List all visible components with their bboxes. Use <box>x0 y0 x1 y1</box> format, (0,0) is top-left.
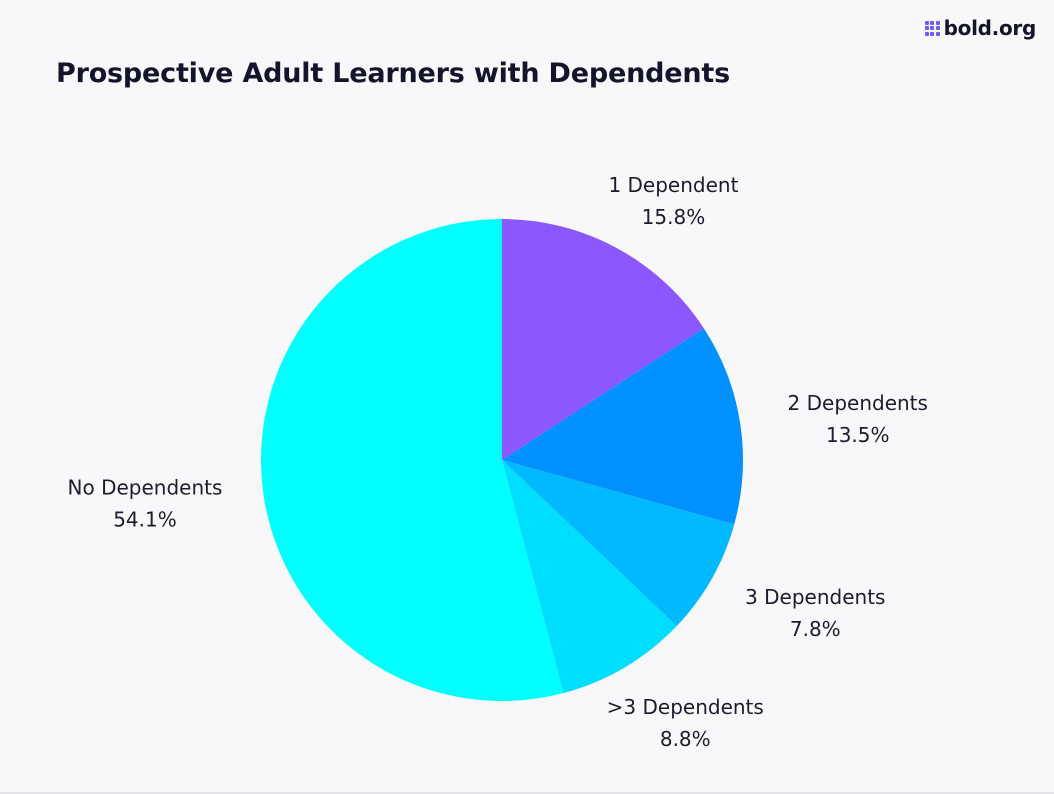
pie-slice-value-1: 13.5% <box>826 423 890 447</box>
pie-slice-4 <box>260 219 564 701</box>
bottom-divider <box>0 792 1054 794</box>
pie-slice-value-4: 54.1% <box>113 508 177 532</box>
pie-slice-value-2: 7.8% <box>790 617 841 641</box>
chart-title: Prospective Adult Learners with Dependen… <box>56 58 730 89</box>
brand-logo[interactable]: bold.org <box>924 16 1037 40</box>
pie-slice-1 <box>502 328 743 525</box>
pie-slice-label-3: >3 Dependents <box>607 695 764 719</box>
pie-slice-value-3: 8.8% <box>660 727 711 751</box>
pie-slice-0 <box>502 219 704 460</box>
pie-slice-label-0: 1 Dependent <box>608 173 738 197</box>
pie-slice-3 <box>502 460 677 694</box>
pie-labels: 1 Dependent 15.8% 2 Dependents 13.5% 3 Depen… <box>68 173 928 751</box>
pie-slice-value-0: 15.8% <box>642 205 706 229</box>
pie-slice-label-4: No Dependents <box>68 476 223 500</box>
pie-slice-label-2: 3 Dependents <box>745 585 885 609</box>
pie-slice-2 <box>502 460 735 627</box>
pie-slice-label-1: 2 Dependents <box>788 391 928 415</box>
grid-dots-icon <box>924 20 940 36</box>
pie-slices <box>260 219 743 701</box>
brand-logo-text: bold.org <box>943 16 1037 40</box>
